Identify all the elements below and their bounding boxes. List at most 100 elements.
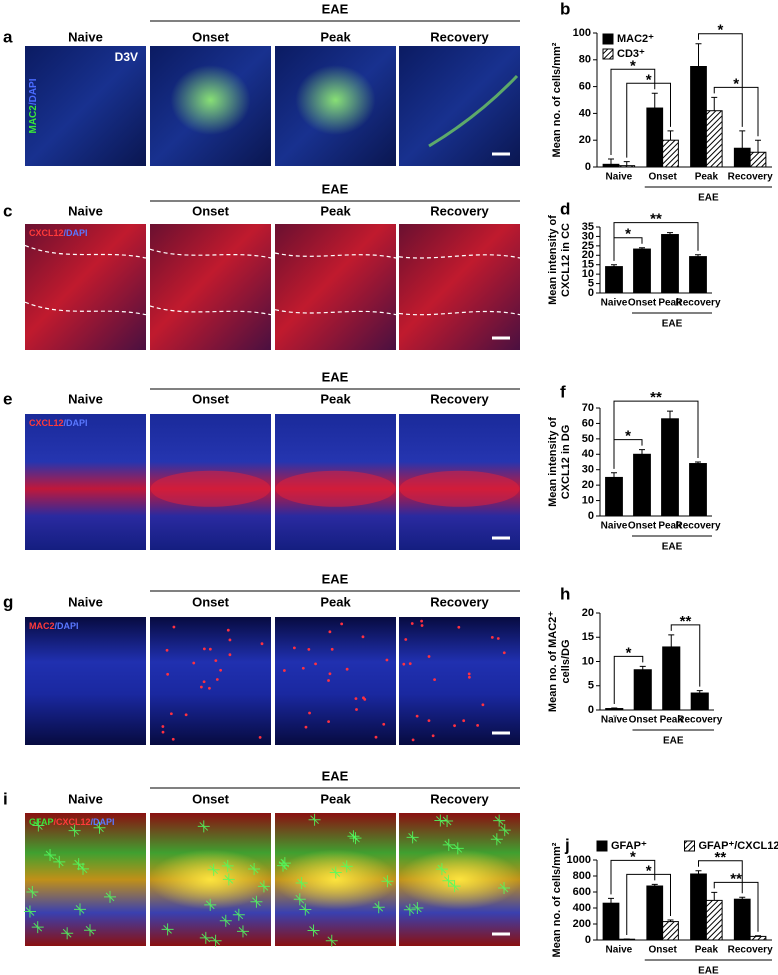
error-bar [695, 254, 701, 257]
cell-dot [415, 714, 419, 718]
bar [646, 885, 664, 941]
bar [690, 66, 707, 168]
y-tick-label: 10 [582, 268, 594, 280]
x-tick-label: Recovery [675, 521, 720, 532]
astrocyte [435, 863, 448, 876]
stain-signal [273, 849, 398, 910]
astrocyte [61, 927, 74, 940]
cell-dot [208, 686, 211, 690]
stain-label: GFAP/CXCL12/DAPI [29, 817, 115, 827]
astrocyte [493, 814, 506, 827]
cell-dot [382, 722, 386, 726]
stain-signal [148, 849, 273, 910]
error-bar [667, 232, 673, 235]
bar [689, 463, 707, 517]
cell-dot [169, 712, 173, 716]
cell-dot [431, 734, 435, 738]
column-label: Onset [192, 203, 230, 218]
significance-bracket [610, 68, 656, 155]
error-bar [695, 870, 702, 874]
panel-letter: j [564, 835, 570, 854]
cell-dot [502, 651, 506, 655]
bar [690, 692, 709, 711]
cell-dot [226, 628, 230, 632]
y-axis-label: CXCL12 in DG [560, 425, 572, 500]
error-bar [739, 896, 746, 900]
significance-bracket [698, 33, 743, 127]
y-tick-label: 40 [582, 448, 594, 460]
stain-signal [295, 65, 376, 135]
panel-letter: b [560, 0, 570, 18]
y-axis-label: Mean intensity of [547, 417, 559, 507]
cell-dot [314, 662, 317, 666]
x-tick-label: Onset [648, 172, 677, 183]
stain-label: MAC2/DAPI [29, 621, 79, 631]
bar [646, 107, 664, 168]
error-bar [623, 161, 630, 166]
column-label: Peak [320, 29, 351, 44]
column-label: Peak [320, 594, 351, 609]
astrocyte [197, 820, 210, 833]
column-label: Naive [68, 203, 103, 218]
x-tick-label: Naive [601, 521, 628, 532]
x-tick-label: Recovery [728, 945, 773, 956]
y-tick-label: 20 [582, 249, 594, 261]
y-tick-label: 50 [582, 433, 594, 445]
cell-dot [355, 708, 358, 711]
significance-label: ** [730, 870, 742, 887]
y-tick-label: 0 [588, 287, 594, 299]
cell-dot [361, 635, 365, 639]
y-tick-label: 20 [582, 607, 594, 619]
group-label: EAE [698, 193, 719, 204]
group-label: EAE [698, 966, 719, 975]
column-label: Naive [68, 594, 103, 609]
cell-dot [345, 667, 349, 671]
column-label: Recovery [430, 391, 489, 406]
cell-dot [214, 659, 218, 663]
y-axis-label: Mean no. of MAC2⁺ [547, 611, 559, 712]
cell-dot [476, 723, 480, 727]
stain-signal [170, 65, 251, 135]
legend-swatch [602, 48, 614, 60]
cell-dot [481, 703, 485, 707]
cell-dot [420, 619, 423, 623]
bar [705, 110, 723, 168]
cell-dot [427, 655, 431, 658]
bar [602, 902, 620, 941]
column-label: Recovery [430, 203, 489, 218]
cell-dot [301, 666, 305, 670]
astrocyte [448, 880, 461, 893]
column-label: Naive [68, 791, 103, 806]
significance-label: ** [650, 389, 662, 406]
stain-part: /DAPI [28, 78, 39, 105]
x-tick-label: Peak [695, 172, 719, 183]
cell-dot [453, 724, 456, 728]
astrocyte [340, 860, 353, 873]
y-axis-label: Mean intensity of [547, 215, 559, 305]
group-label: EAE [663, 736, 684, 747]
cell-dot [328, 672, 332, 676]
column-label: Recovery [430, 594, 489, 609]
astrocyte [308, 813, 321, 826]
significance-label: ** [715, 849, 727, 866]
error-bar [711, 96, 718, 111]
y-tick-label: 800 [573, 870, 591, 882]
astrocyte [209, 934, 222, 947]
cell-dot [161, 730, 165, 734]
x-tick-label: Naive [606, 945, 633, 956]
cell-dot [490, 635, 494, 639]
x-tick-label: Naïve [601, 715, 628, 726]
column-label: Onset [192, 29, 230, 44]
micrograph [25, 813, 146, 946]
error-bar [608, 158, 614, 165]
cell-dot [202, 647, 206, 651]
astrocyte [161, 923, 174, 936]
stain-part: CXCL12 [29, 418, 64, 428]
y-tick-label: 15 [582, 631, 594, 643]
cell-dot [402, 662, 406, 666]
bar [661, 418, 679, 517]
significance-bracket [698, 860, 743, 894]
stain-signal [275, 470, 396, 507]
significance-label: * [646, 862, 652, 879]
